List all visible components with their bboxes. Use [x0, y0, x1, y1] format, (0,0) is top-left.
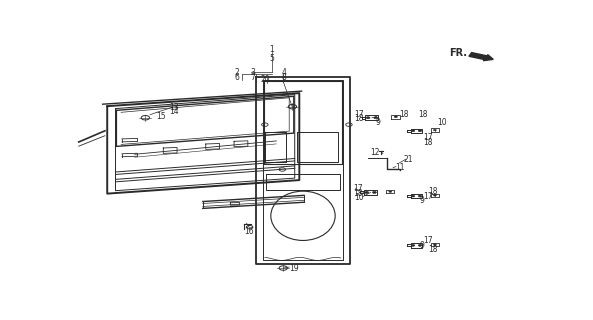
Text: 17: 17: [354, 110, 364, 119]
Text: 18: 18: [419, 110, 428, 119]
Text: 9: 9: [419, 241, 424, 250]
Circle shape: [389, 191, 392, 192]
Text: 21: 21: [404, 155, 413, 164]
Circle shape: [433, 129, 436, 131]
Text: 5: 5: [269, 54, 274, 63]
Circle shape: [412, 244, 415, 246]
Text: 2: 2: [235, 68, 240, 77]
Text: 18: 18: [428, 187, 438, 196]
Text: 9: 9: [375, 118, 380, 127]
Text: 14: 14: [170, 107, 179, 116]
Text: 10: 10: [437, 118, 447, 127]
Text: 12: 12: [371, 148, 380, 157]
Circle shape: [418, 195, 422, 197]
Text: 1: 1: [269, 45, 274, 54]
Circle shape: [412, 130, 415, 132]
Text: 16: 16: [244, 227, 254, 236]
Circle shape: [418, 244, 422, 246]
Circle shape: [418, 130, 422, 132]
Text: 11: 11: [396, 163, 405, 172]
Text: 6: 6: [235, 73, 240, 82]
Text: 15: 15: [156, 111, 165, 121]
Text: 19: 19: [289, 264, 299, 273]
Circle shape: [412, 195, 415, 197]
Text: 3: 3: [250, 68, 255, 77]
Circle shape: [366, 117, 370, 119]
Circle shape: [394, 116, 397, 118]
Circle shape: [374, 117, 378, 119]
Text: 18: 18: [428, 245, 438, 254]
Text: 18: 18: [423, 138, 433, 147]
Text: 18: 18: [353, 188, 363, 198]
Text: 9: 9: [419, 196, 424, 205]
FancyArrow shape: [469, 52, 493, 61]
Text: 7: 7: [250, 73, 255, 82]
Circle shape: [372, 191, 377, 193]
Text: 17: 17: [423, 133, 433, 142]
Circle shape: [433, 195, 436, 196]
Text: 17: 17: [353, 184, 363, 193]
Text: 4: 4: [281, 68, 286, 77]
Text: 13: 13: [170, 103, 179, 112]
Circle shape: [433, 244, 436, 245]
Circle shape: [365, 191, 369, 193]
Text: 8: 8: [281, 73, 286, 82]
Text: 18: 18: [354, 115, 364, 124]
Text: 17: 17: [423, 192, 433, 201]
Text: 17: 17: [423, 236, 433, 245]
Text: FR.: FR.: [449, 48, 467, 58]
Text: 10: 10: [354, 193, 364, 202]
Text: 20: 20: [260, 75, 270, 84]
Text: 18: 18: [399, 110, 409, 119]
